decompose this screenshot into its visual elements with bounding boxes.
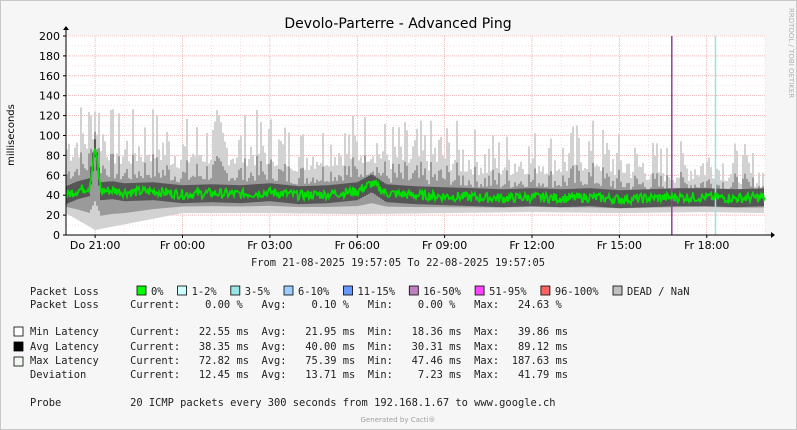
loss-swatch [230, 285, 241, 296]
loss-label: 3-5% [245, 286, 271, 298]
y-tick-label: 0 [53, 229, 60, 242]
loss-label: 51-95% [489, 286, 527, 298]
latency-smoke [66, 107, 764, 230]
y-tick-label: 120 [39, 110, 60, 123]
min-latency-swatch [13, 326, 24, 337]
max-latency-swatch [13, 356, 24, 367]
y-tick-label: 180 [39, 50, 60, 63]
date-range: From 21-08-2025 19:57:05 To 22-08-2025 1… [251, 257, 545, 269]
loss-swatch [408, 285, 419, 296]
max-latency-stats: Max Latency Current: 72.82 ms Avg: 75.39… [30, 355, 568, 367]
y-tick-label: 200 [39, 30, 60, 43]
min-latency-stats: Min Latency Current: 22.55 ms Avg: 21.95… [30, 326, 568, 338]
x-tick-labels: Do 21:00 Fr 00:00 Fr 03:00 Fr 06:00 Fr 09:00… [70, 235, 729, 252]
y-axis-arrow [63, 26, 69, 30]
legend: Packet Loss 0% 1-2% 3-5% 6-10% 11-15% 16-50% 5… [13, 285, 690, 409]
avg-latency-stats: Avg Latency Current: 38.35 ms Avg: 40.00… [30, 341, 568, 353]
x-axis-arrow [771, 232, 775, 238]
packet-loss-scale: 0% 1-2% 3-5% 6-10% 11-15% 16-50% 51-95% 96-100%… [136, 285, 690, 298]
x-tick-label: Fr 18:00 [684, 239, 729, 252]
loss-swatch [136, 285, 147, 296]
y-tick-labels: 0 20 40 60 80 100 120 140 160 180 200 [39, 30, 66, 242]
loss-label: 16-50% [423, 286, 461, 298]
x-tick-label: Fr 00:00 [160, 239, 205, 252]
x-tick-label: Fr 09:00 [422, 239, 467, 252]
y-tick-label: 20 [46, 209, 60, 222]
x-tick-label: Fr 06:00 [335, 239, 380, 252]
y-tick-label: 140 [39, 90, 60, 103]
chart-title: Devolo-Parterre - Advanced Ping [284, 16, 511, 32]
loss-swatch [343, 285, 353, 296]
y-axis-label: milliseconds [6, 104, 17, 166]
avg-latency-line [65, 148, 766, 207]
x-tick-label: Fr 03:00 [247, 239, 292, 252]
y-tick-label: 40 [46, 189, 60, 202]
latency-series [65, 148, 766, 207]
loss-swatch [177, 285, 188, 296]
x-tick-label: Fr 12:00 [509, 239, 554, 252]
loss-label: 96-100% [555, 286, 600, 298]
generated-by-footer: Generated by Cacti® [361, 416, 436, 424]
x-tick-label: Do 21:00 [70, 239, 120, 252]
y-tick-label: 60 [46, 169, 60, 182]
rrdtool-watermark: RRDTOOL / TOBI OETIKER [787, 8, 795, 98]
loss-label: 1-2% [192, 286, 218, 298]
loss-label: 0% [151, 286, 164, 298]
x-tick-label: Fr 15:00 [597, 239, 642, 252]
event-markers [671, 36, 717, 235]
loss-label: 6-10% [298, 286, 330, 298]
loss-swatch [283, 285, 294, 296]
y-tick-label: 80 [46, 149, 60, 162]
loss-swatch [612, 285, 623, 296]
probe-info: Probe 20 ICMP packets every 300 seconds … [30, 397, 555, 409]
deviation-stats: Deviation Current: 12.45 ms Avg: 13.71 m… [30, 369, 568, 381]
axes [63, 26, 775, 238]
packet-loss-label: Packet Loss [30, 286, 99, 298]
y-tick-label: 160 [39, 70, 60, 83]
y-tick-label: 100 [39, 130, 60, 143]
loss-swatch [474, 285, 485, 296]
loss-swatch [540, 285, 551, 296]
avg-latency-swatch [13, 341, 24, 352]
loss-label: 11-15% [358, 286, 396, 298]
packet-loss-stats: Packet Loss Current: 0.00 % Avg: 0.10 % … [30, 299, 562, 311]
loss-label: DEAD / NaN [627, 286, 690, 298]
